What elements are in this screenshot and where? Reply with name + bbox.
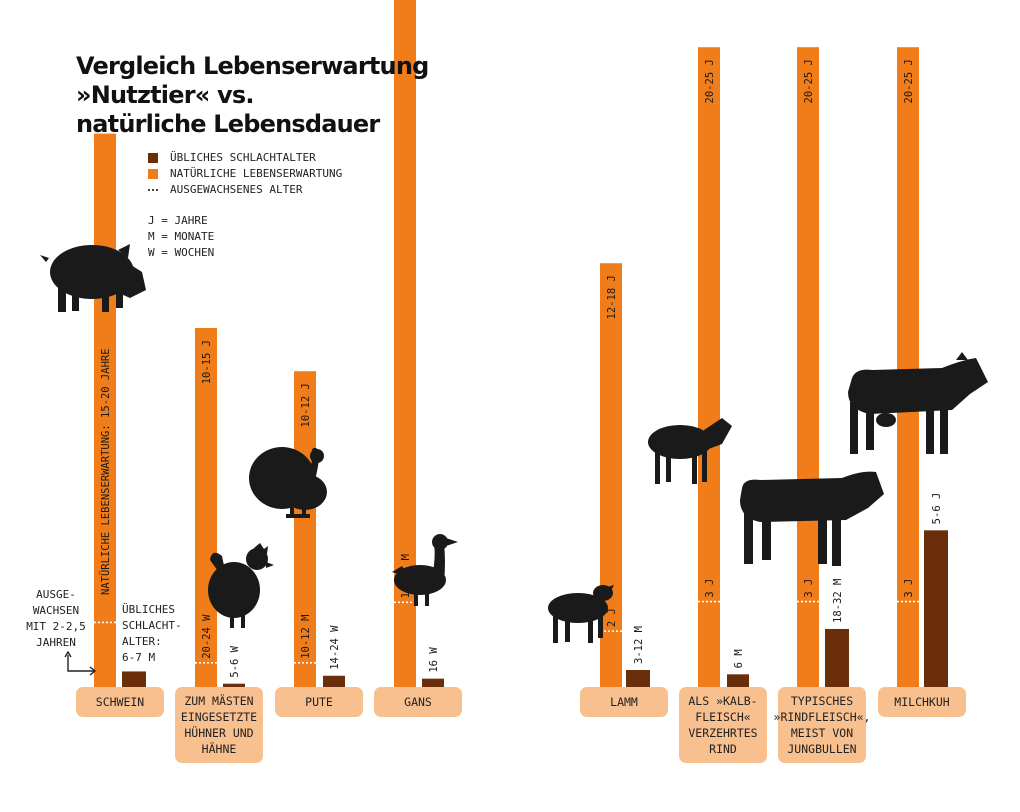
adult-age-label: 10-12 M: [300, 615, 312, 659]
note-ausgewachsen: AUSGE- WACHSEN MIT 2-2,5 JAHREN: [26, 588, 86, 649]
abbreviation-list: J = JAHRE M = MONATE W = WOCHEN: [148, 213, 214, 261]
bull-silhouette-icon: [740, 471, 884, 566]
category-label: LAMM: [580, 687, 668, 717]
legend-label: ÜBLICHES SCHLACHTALTER: [170, 151, 316, 164]
category-label-text: ALS »KALB- FLEISCH« VERZEHRTES RIND: [688, 694, 758, 756]
note-schlachtalter: ÜBLICHES SCHLACHT- ALTER: 6-7 M: [122, 603, 182, 664]
natural-lifespan-bar: [698, 47, 720, 688]
chart-title: Vergleich Lebenserwartung »Nutztier« vs.…: [76, 52, 429, 139]
title-line: Vergleich Lebenserwartung: [76, 52, 429, 80]
natural-lifespan-label: 10-15 J: [201, 340, 213, 384]
category-label-text: MILCHKUH: [894, 695, 950, 709]
legend-item-adult: AUSGEWACHSENES ALTER: [148, 182, 342, 198]
legend: ÜBLICHES SCHLACHTALTER NATÜRLICHE LEBENS…: [148, 150, 342, 198]
abbreviation-item: M = MONATE: [148, 230, 215, 243]
category-label: TYPISCHES »RINDFLEISCH«, MEIST VON JUNGB…: [774, 687, 870, 763]
pig-silhouette-icon: [40, 244, 146, 312]
slaughter-age-bar: [626, 670, 650, 688]
category-label-text: ZUM MÄSTEN EINGESETZTE HÜHNER UND HÄHNE: [180, 694, 258, 756]
legend-label: AUSGEWACHSENES ALTER: [170, 183, 303, 196]
slaughter-age-bar: [924, 530, 948, 688]
category-label: ZUM MÄSTEN EINGESETZTE HÜHNER UND HÄHNE: [175, 687, 263, 763]
category-label: MILCHKUH: [878, 687, 966, 717]
slaughter-age-label: 6 M: [733, 649, 745, 668]
slaughter-age-label: 16 W: [428, 647, 440, 673]
category-label-text: TYPISCHES »RINDFLEISCH«, MEIST VON JUNGB…: [773, 694, 871, 756]
legend-swatch-slaughter: [148, 153, 158, 163]
natural-lifespan-label: 20-25 J: [903, 59, 915, 103]
slaughter-age-label: 14-24 W: [329, 625, 341, 670]
slaughter-age-label: 5-6 J: [931, 493, 943, 525]
natural-lifespan-bar: [394, 0, 416, 688]
slaughter-age-bar: [825, 628, 849, 688]
category-label: PUTE: [275, 687, 363, 717]
natural-lifespan-label: 12-18 J: [606, 275, 618, 319]
natural-lifespan-label: 20-25 J: [803, 59, 815, 103]
category-label-text: GANS: [404, 695, 432, 709]
title-line: natürliche Lebensdauer: [76, 110, 380, 138]
natural-lifespan-bar: [797, 47, 819, 688]
natural-lifespan-bar: [294, 371, 316, 688]
adult-age-label: 3 J: [903, 579, 915, 598]
legend-swatch-natural: [148, 169, 158, 179]
abbreviation-item: W = WOCHEN: [148, 246, 215, 259]
adult-age-label: 2 J: [606, 608, 618, 627]
adult-age-label: 3 J: [704, 579, 716, 598]
slaughter-age-bar: [122, 671, 146, 688]
cow-silhouette-icon: [848, 352, 988, 454]
chicken-silhouette-icon: [208, 543, 274, 628]
category-label-text: LAMM: [610, 695, 638, 709]
abbreviation-item: J = JAHRE: [148, 214, 208, 227]
slaughter-age-bar: [323, 675, 345, 688]
category-label: ALS »KALB- FLEISCH« VERZEHRTES RIND: [679, 687, 767, 763]
category-label-text: PUTE: [305, 695, 333, 709]
natural-lifespan-bar: [897, 47, 919, 688]
category-label-text: SCHWEIN: [95, 695, 145, 709]
adult-age-label: 20-24 W: [201, 614, 213, 659]
slaughter-age-bar: [223, 683, 245, 688]
lamb-silhouette-icon: [548, 585, 614, 643]
legend-swatch-adult: [148, 189, 158, 191]
slaughter-age-label: 18-32 M: [832, 579, 844, 623]
natural-lifespan-label: 10-12 J: [300, 383, 312, 427]
legend-label: NATÜRLICHE LEBENSERWARTUNG: [170, 167, 343, 180]
natural-lifespan-bar: [600, 263, 622, 688]
slaughter-age-bar: [422, 678, 444, 688]
title-line: »Nutztier« vs.: [76, 81, 254, 109]
legend-item-natural: NATÜRLICHE LEBENSERWARTUNG: [148, 166, 342, 182]
goose-silhouette-icon: [392, 534, 458, 606]
note-arrow: [64, 650, 97, 676]
legend-item-slaughter: ÜBLICHES SCHLACHTALTER: [148, 150, 342, 166]
category-label: SCHWEIN: [76, 687, 164, 717]
natural-lifespan-label: 20-25 J: [704, 59, 716, 103]
slaughter-age-label: 3-12 M: [633, 626, 645, 664]
category-label: GANS: [374, 687, 462, 717]
adult-age-label: 3 J: [803, 579, 815, 598]
natural-lifespan-label: NATÜRLICHE LEBENSERWARTUNG: 15-20 JAHRE: [99, 348, 112, 595]
turkey-silhouette-icon: [249, 447, 327, 518]
calf-silhouette-icon: [648, 418, 732, 484]
slaughter-age-bar: [727, 674, 749, 688]
slaughter-age-label: 5-6 W: [229, 645, 241, 677]
